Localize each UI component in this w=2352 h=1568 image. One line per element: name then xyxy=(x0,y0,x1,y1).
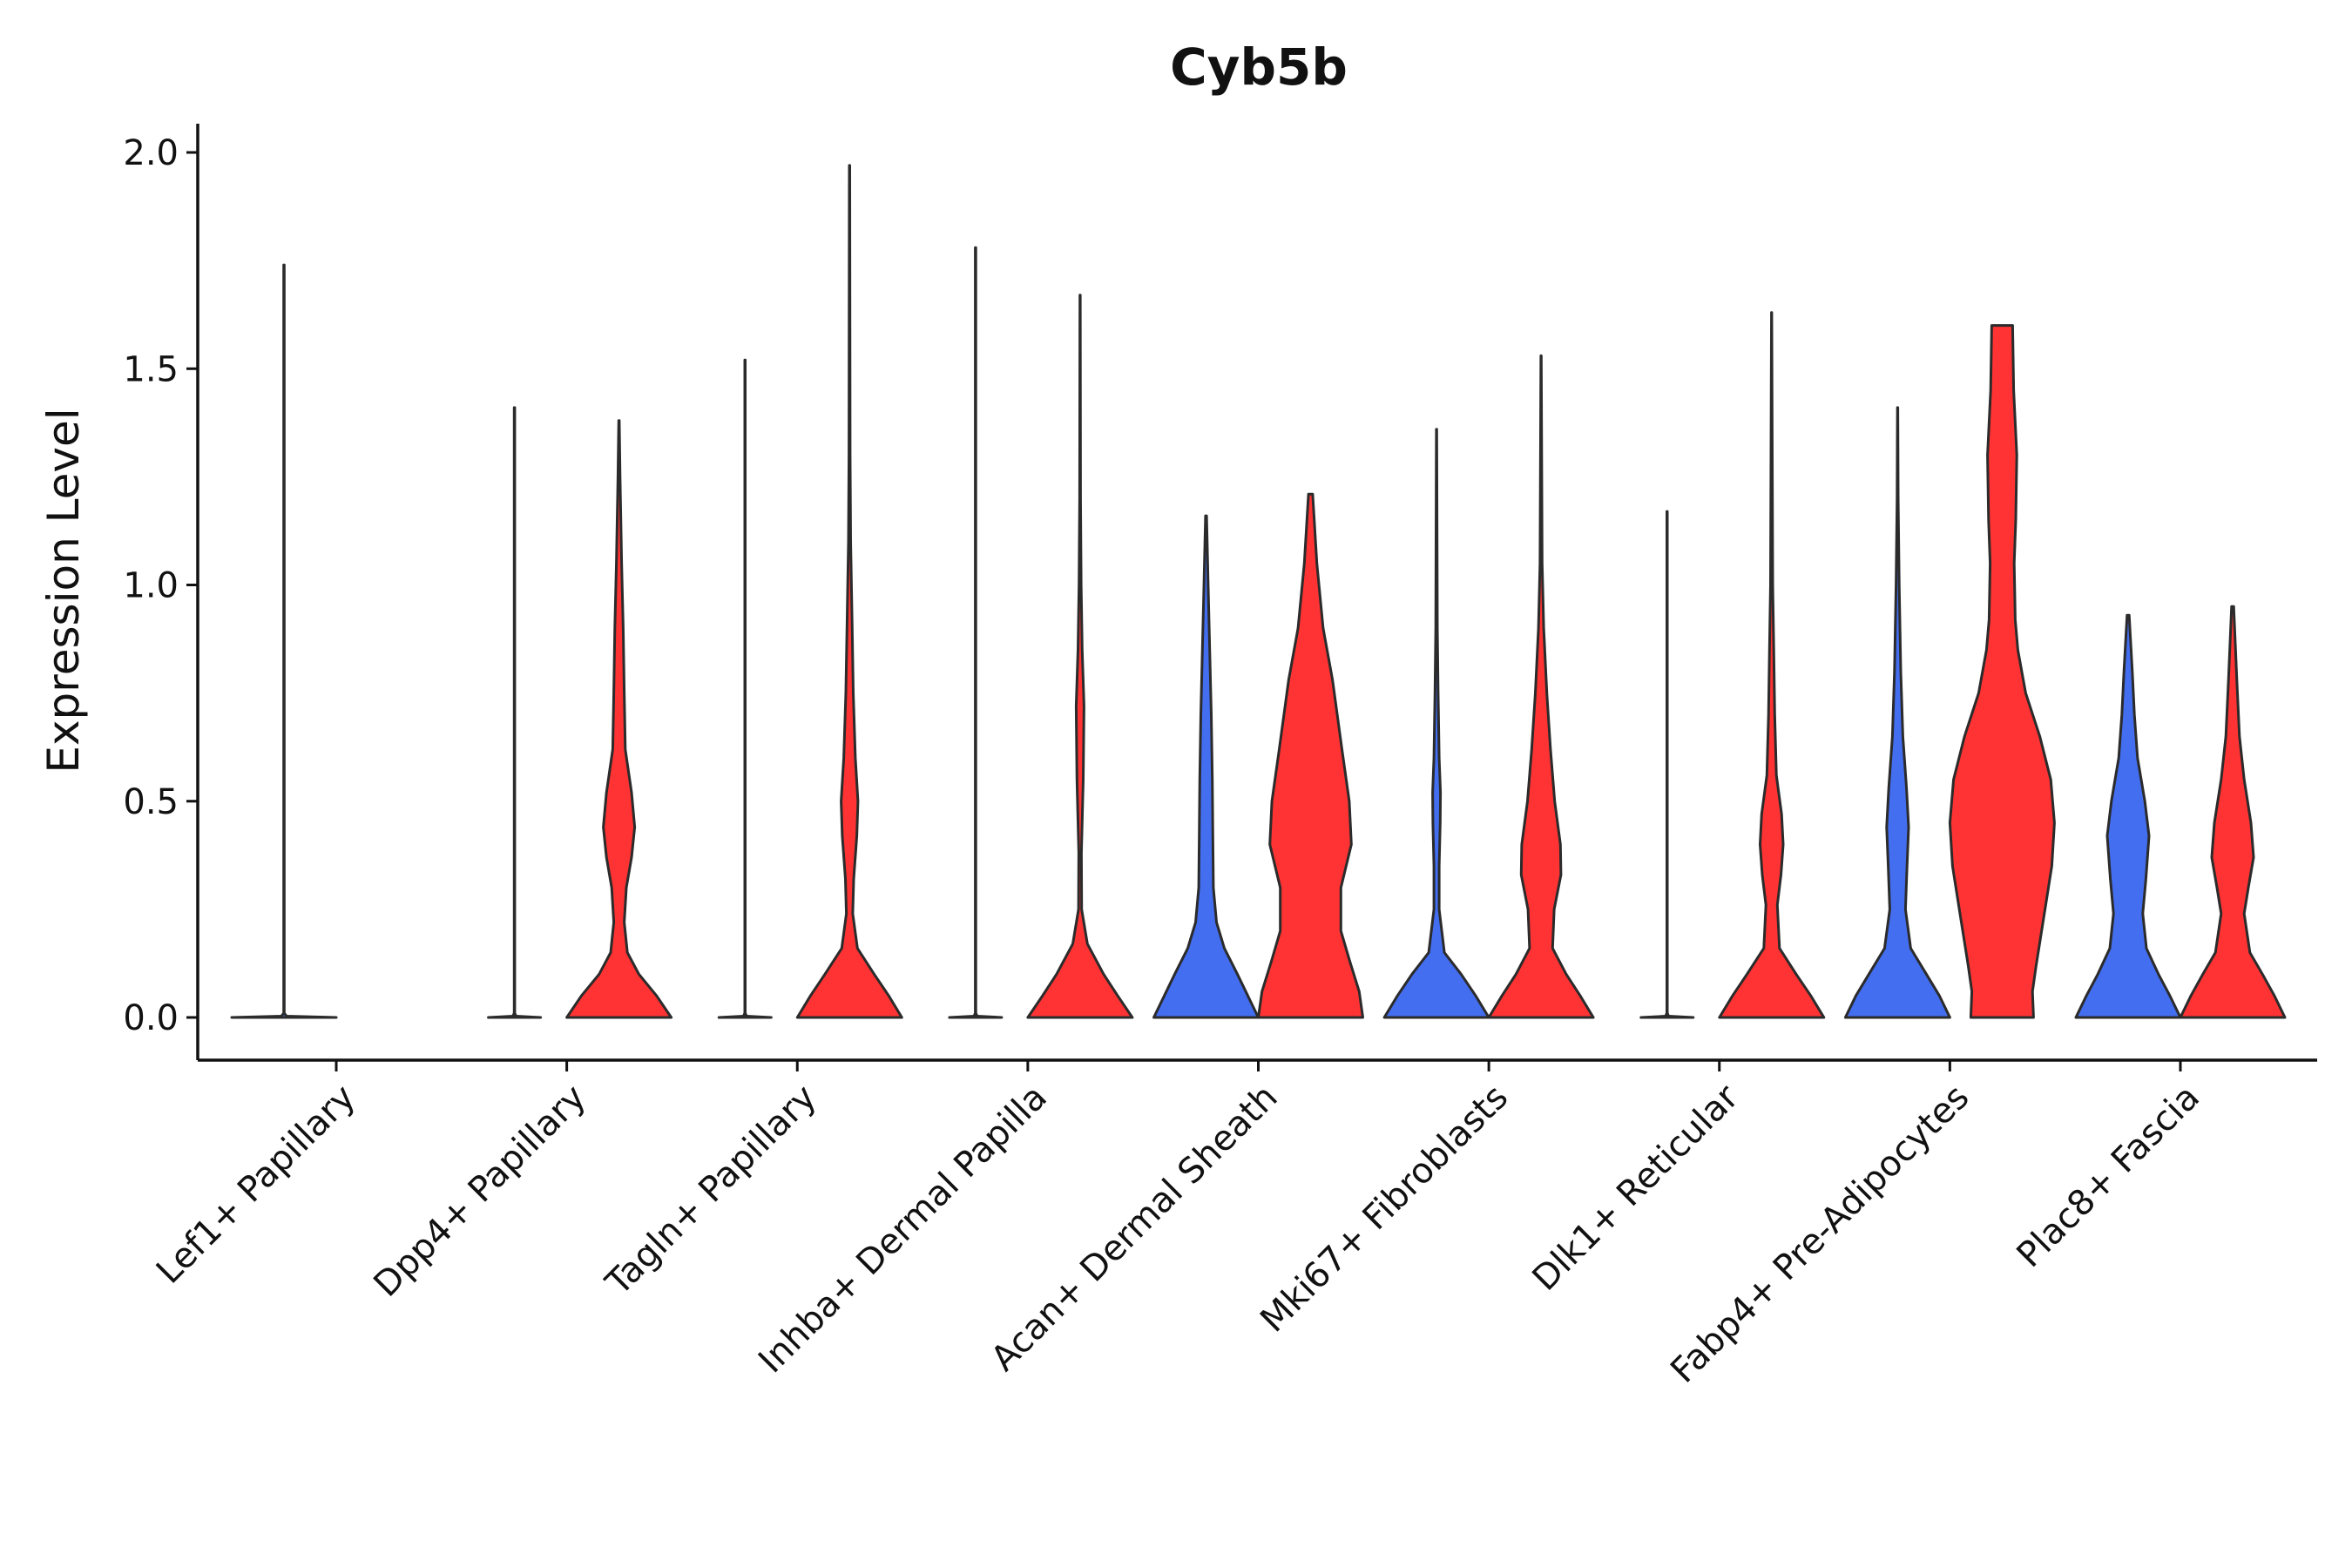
violin-red xyxy=(1948,324,2056,1019)
x-tick-label: Dlk1+ Reticular xyxy=(1525,1077,1747,1299)
violin-blue xyxy=(1843,406,1951,1019)
y-axis-label: Expression Level xyxy=(38,408,89,773)
x-tick-label: Mki67+ Fibroblasts xyxy=(1253,1078,1516,1341)
violin-blue xyxy=(487,406,543,1019)
violin-blue xyxy=(1152,514,1260,1019)
y-tick-label: 1.0 xyxy=(123,566,179,606)
x-tick-label: Lef1+ Papillary xyxy=(149,1078,363,1292)
violin-blue xyxy=(717,358,773,1019)
violin-red xyxy=(795,164,903,1019)
violin-red xyxy=(1257,492,1364,1019)
violin-red xyxy=(2179,605,2287,1019)
violin-blue xyxy=(1382,428,1490,1019)
x-tick-label: Dpp4+ Papillary xyxy=(366,1078,593,1305)
y-tick-label: 0.5 xyxy=(123,782,179,822)
violin-blue xyxy=(2074,613,2182,1019)
violin-red xyxy=(1026,294,1134,1019)
x-tick-label: Tagln+ Papillary xyxy=(598,1078,824,1304)
violin-blue xyxy=(230,263,338,1019)
violin-blue xyxy=(1639,510,1695,1019)
violin-layer xyxy=(230,164,2287,1019)
violin-blue xyxy=(948,246,1004,1019)
violin-red xyxy=(1487,354,1595,1019)
y-axis-ticks: 0.0 0.5 1.0 1.5 2.0 xyxy=(123,133,198,1038)
x-axis-ticks: Lef1+ Papillary Dpp4+ Papillary Tagln+ Pap… xyxy=(149,1060,2207,1391)
y-tick-label: 1.5 xyxy=(123,349,179,389)
y-tick-label: 2.0 xyxy=(123,133,179,173)
y-tick-label: 0.0 xyxy=(123,998,179,1038)
chart-title: Cyb5b xyxy=(1170,37,1348,97)
violin-red xyxy=(565,419,673,1019)
x-tick-label: Plac8+ Fascia xyxy=(2010,1078,2208,1276)
violin-red xyxy=(1718,311,1826,1019)
